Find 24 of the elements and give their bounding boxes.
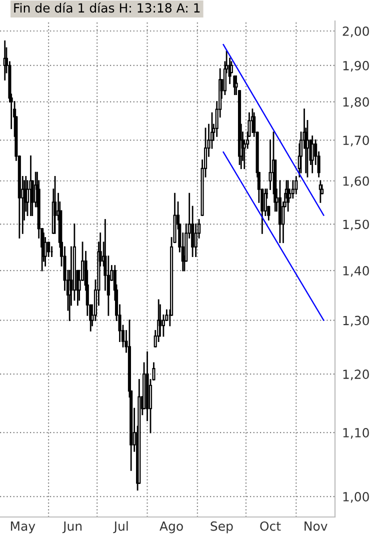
y-tick-label: 1,00 [343, 492, 369, 503]
y-tick-label: 1,80 [343, 97, 369, 108]
y-tick-label: 1,10 [343, 428, 369, 439]
y-tick-label: 1,50 [343, 220, 369, 230]
y-tick-label: 2,00 [342, 26, 369, 38]
x-tick-label: Sep [210, 521, 233, 534]
y-tick-label: 1,20 [343, 370, 369, 380]
candlestick [282, 202, 285, 244]
x-tick-label: Ago [160, 522, 183, 534]
x-tick-label: May [10, 522, 36, 534]
x-tick-label: Nov [304, 522, 328, 531]
candlestick [47, 242, 50, 258]
y-tick-label: 1,70 [343, 136, 369, 146]
candlestick [162, 314, 165, 337]
y-tick-label: 1,90 [343, 60, 369, 72]
candlestick [310, 136, 314, 174]
x-tick-label: Oct [260, 521, 281, 531]
y-tick-label: 1,60 [343, 176, 369, 188]
x-tick-label: Jun [62, 522, 82, 534]
y-tick-label: 1,40 [343, 266, 369, 277]
candlestick [291, 180, 294, 199]
y-tick-label: 1,30 [343, 316, 369, 327]
x-tick-label: Jul [113, 521, 128, 534]
chart-title: Fin de día 1 días H: 13:18 A: 1 [14, 2, 200, 13]
